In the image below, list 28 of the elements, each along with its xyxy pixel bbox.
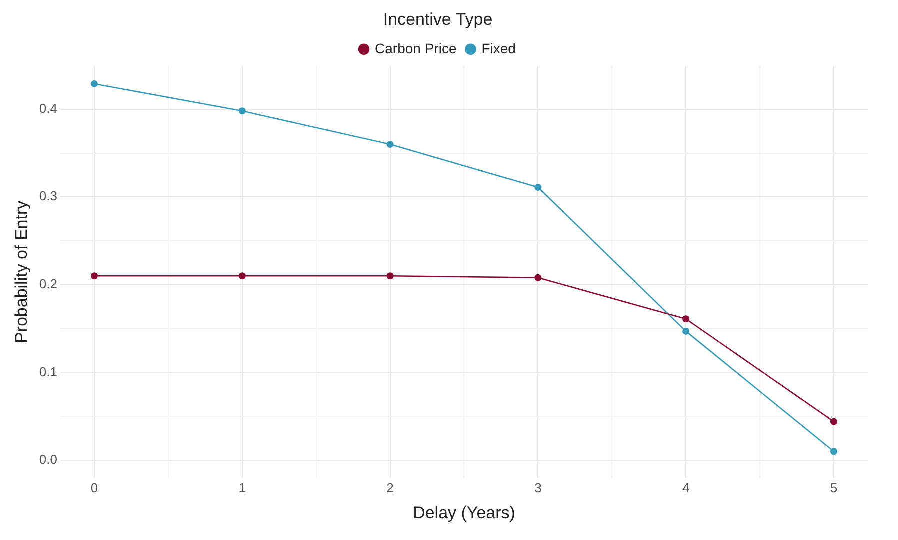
text: 0.0 — [39, 452, 58, 468]
x-tick-label: 2 — [386, 480, 394, 496]
x-tick-label: 4 — [682, 480, 690, 496]
point — [238, 108, 246, 115]
point — [90, 80, 98, 88]
y-tick-label: 0.2 — [39, 276, 58, 292]
x-tick-label: 0 — [90, 480, 98, 496]
x-tick-label: 1 — [238, 480, 246, 496]
y-tick-label: 0.3 — [39, 188, 58, 204]
y-tick-label: 0.4 — [39, 100, 58, 116]
x-tick-label: 3 — [534, 480, 542, 496]
x-tick-label: 5 — [830, 480, 838, 496]
point — [682, 328, 690, 335]
point — [830, 418, 838, 426]
point — [386, 141, 394, 148]
point — [238, 272, 246, 280]
legend-label: Carbon Price — [375, 40, 457, 56]
legend-label: Fixed — [482, 40, 516, 56]
x-axis-title: Delay (Years) — [413, 503, 516, 522]
point — [682, 316, 690, 323]
point — [830, 448, 838, 456]
point — [534, 274, 542, 282]
y-tick-label: 0.1 — [39, 364, 58, 380]
point — [90, 272, 98, 280]
legend-title: Incentive Type — [383, 10, 493, 30]
y-axis-title: Probability of Entry — [12, 200, 31, 344]
point — [534, 184, 542, 192]
point — [386, 272, 394, 280]
